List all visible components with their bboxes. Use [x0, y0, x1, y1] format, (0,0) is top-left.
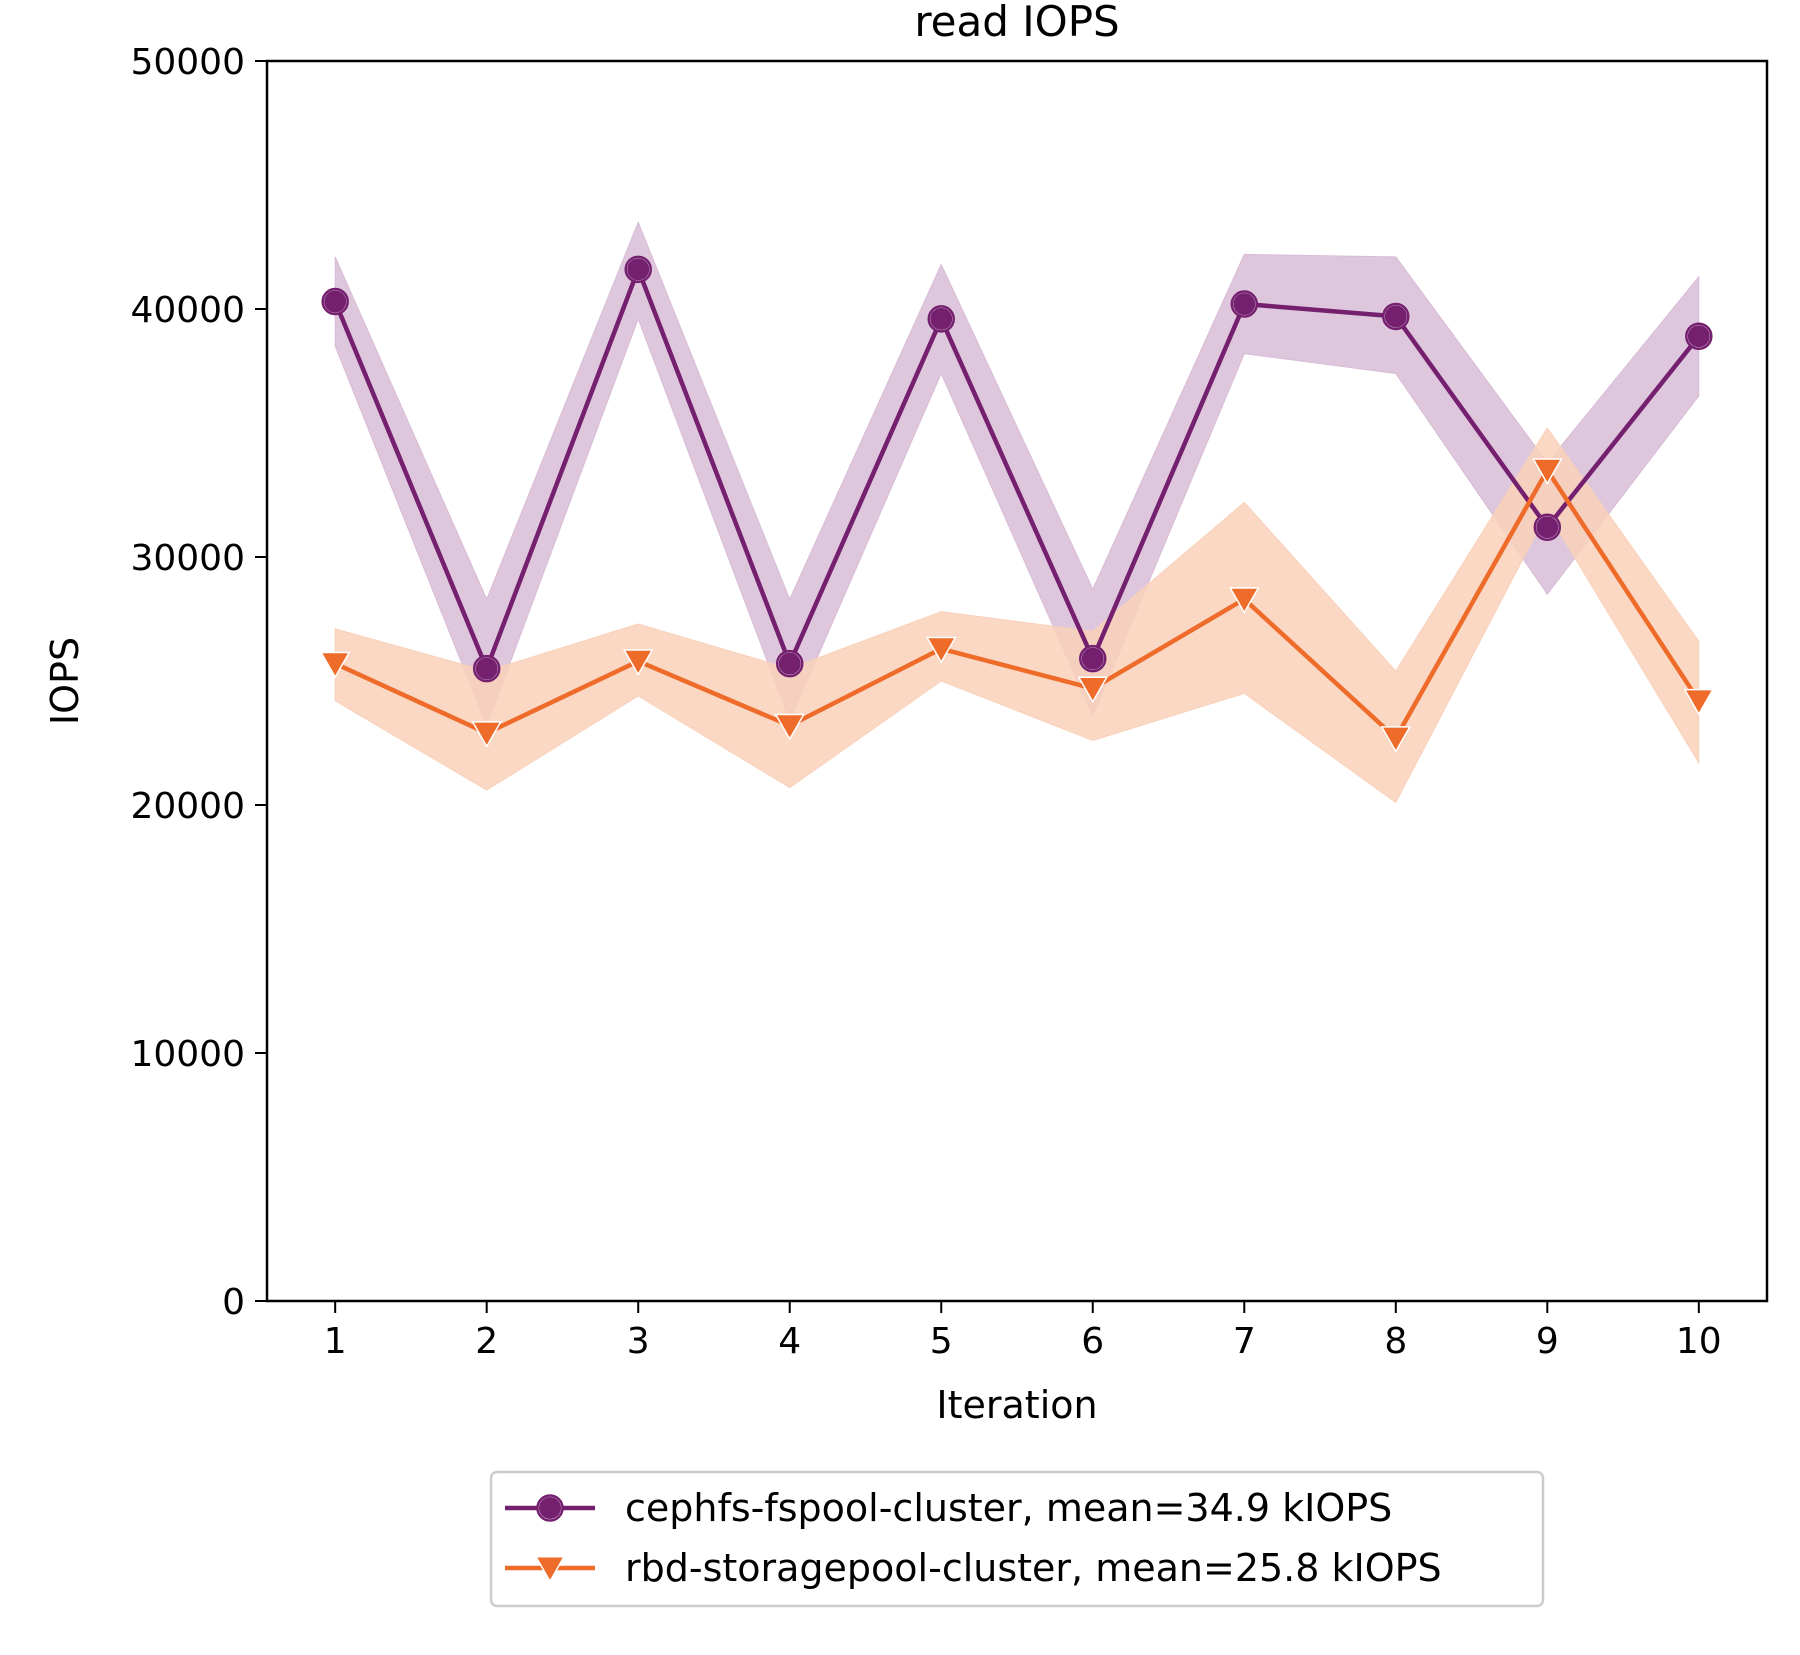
series-1-point-outline — [775, 649, 804, 678]
y-tick-label: 0 — [222, 1282, 245, 1323]
series-2-point — [1683, 688, 1715, 716]
x-tick-label: 10 — [1676, 1321, 1722, 1362]
series-1-point-outline — [927, 305, 955, 333]
legend-series-1-marker-outline — [536, 1494, 564, 1522]
x-tick-label: 5 — [930, 1321, 953, 1362]
series-1-point-outline — [1382, 302, 1410, 331]
y-tick-label: 40000 — [130, 290, 245, 331]
series-2-point — [319, 651, 351, 679]
series-1-point-outline — [321, 287, 349, 316]
series-1-band — [334, 220, 1700, 727]
series-lines — [333, 267, 1701, 741]
x-tick-label: 8 — [1384, 1321, 1407, 1362]
legend-series-2-label: rbd-storagepool-cluster, mean=25.8 kIOPS — [625, 1546, 1442, 1590]
x-tick-label: 3 — [627, 1321, 650, 1362]
series-2-point — [622, 649, 654, 676]
legend-series-2-marker — [534, 1556, 566, 1583]
plot-frame — [265, 59, 1769, 1303]
legend-box — [489, 1470, 1545, 1608]
series-2-point — [1077, 676, 1109, 704]
series-2-point — [1228, 587, 1260, 614]
series-1-point-outline — [472, 654, 501, 683]
y-tick-label: 30000 — [130, 538, 245, 579]
y-axis-label: IOPS — [43, 637, 87, 725]
x-axis: 1 2 3 4 5 6 7 8 9 10 — [324, 1301, 1722, 1362]
x-tick-label: 4 — [778, 1321, 801, 1362]
x-tick-label: 1 — [324, 1321, 347, 1362]
chart-title: read IOPS — [914, 0, 1119, 46]
series-2-point — [774, 713, 806, 741]
series-2-point — [1380, 726, 1412, 753]
series-markers — [319, 255, 1715, 753]
y-tick-label: 20000 — [130, 786, 245, 827]
series-1-point-outline — [624, 255, 652, 284]
y-tick-label: 10000 — [130, 1034, 245, 1075]
series-1-line — [333, 267, 1701, 671]
series-2-line — [334, 467, 1701, 741]
x-tick-label: 2 — [475, 1321, 498, 1362]
x-tick-label: 6 — [1081, 1321, 1104, 1362]
y-tick-label: 50000 — [130, 42, 245, 83]
series-1-point-outline — [1685, 322, 1713, 351]
legend-series-1-label: cephfs-fspool-cluster, mean=34.9 kIOPS — [625, 1486, 1392, 1530]
series-1-point-outline — [1533, 513, 1562, 541]
series-2-point — [471, 721, 502, 748]
series-2-point — [1532, 458, 1563, 486]
series-2-band — [334, 427, 1700, 804]
x-tick-label: 7 — [1233, 1321, 1256, 1362]
series-1-point-outline — [1079, 644, 1107, 673]
series-2-point — [925, 636, 957, 664]
x-axis-label: Iteration — [936, 1383, 1097, 1427]
x-tick-label: 9 — [1536, 1321, 1559, 1362]
legend: cephfs-fspool-cluster, mean=34.9 kIOPS rb… — [489, 1470, 1545, 1608]
confidence-bands — [334, 220, 1700, 804]
series-1-point-outline — [1230, 290, 1259, 318]
y-axis: 0 10000 20000 30000 40000 50000 — [130, 42, 267, 1323]
